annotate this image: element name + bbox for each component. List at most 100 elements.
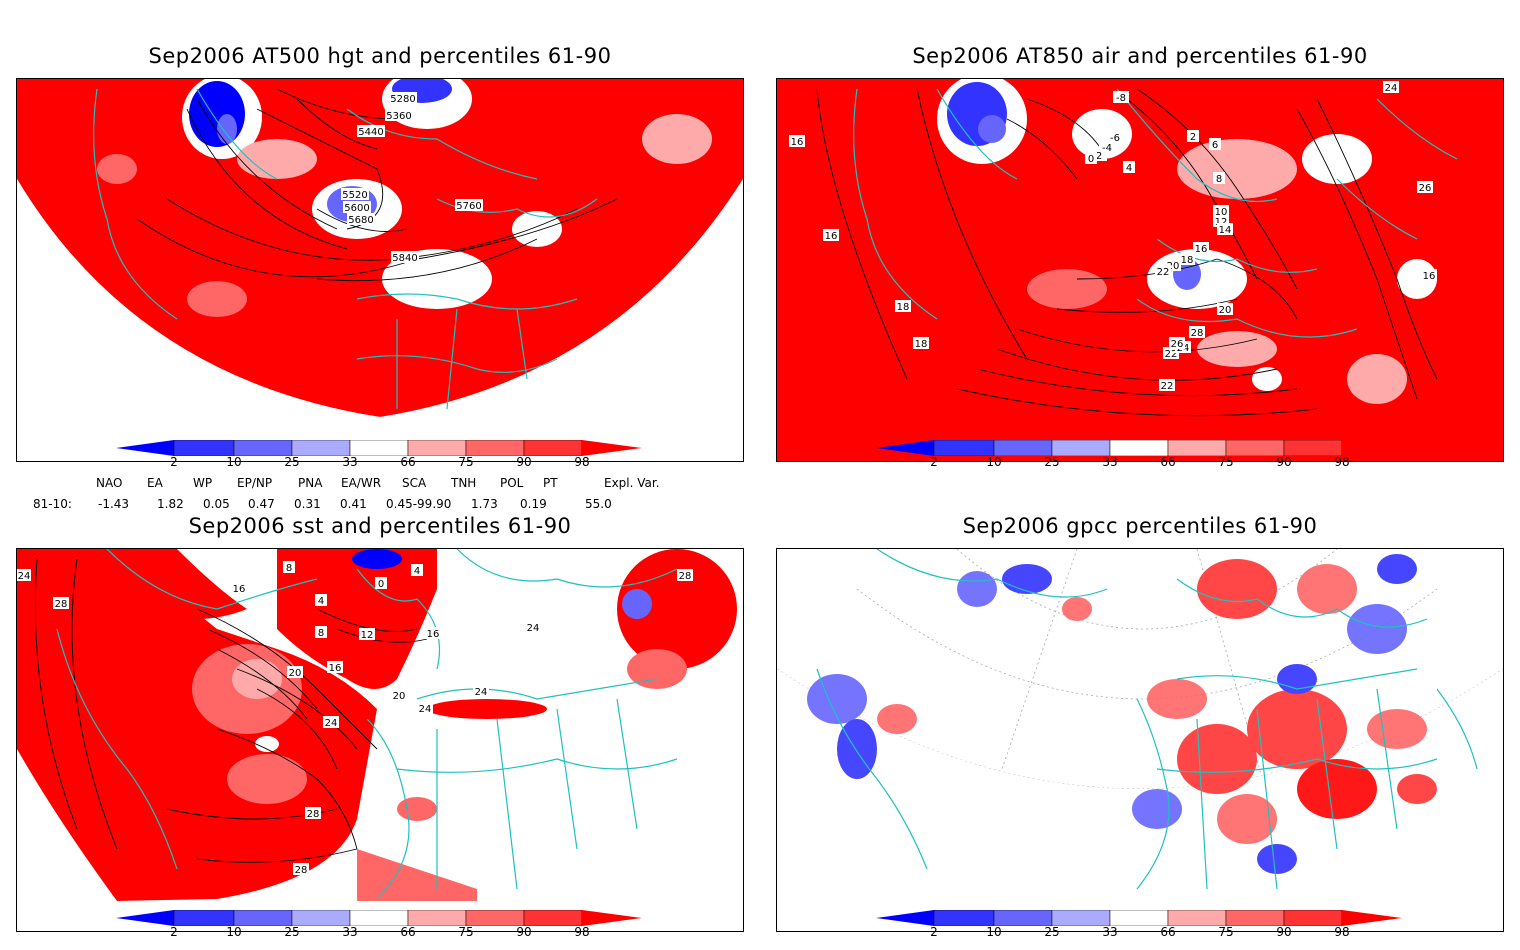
index-header-ea: EA xyxy=(147,476,163,490)
map-gpcc xyxy=(777,549,1503,901)
contour-label: 20 xyxy=(289,668,302,679)
contour-label: -6 xyxy=(1110,133,1120,144)
colorbar-label: 75 xyxy=(458,455,474,469)
colorbar-label: 25 xyxy=(1044,925,1060,939)
colorbar-label: 90 xyxy=(1276,925,1292,939)
contour-label: 28 xyxy=(295,865,308,876)
contour-label: 5280 xyxy=(390,94,415,105)
contour-label: 5760 xyxy=(456,201,481,212)
index-header-nao: NAO xyxy=(96,476,123,490)
index-row-label: 81-10: xyxy=(33,497,72,511)
index-header-eawr: EA/WR xyxy=(341,476,382,490)
panel-title-bl: Sep2006 sst and percentiles 61-90 xyxy=(188,514,572,538)
contour-label: 20 xyxy=(393,691,406,702)
map-panel-at850-air: 16 16 18 18 -8 -6 -4 2 0 2 4 6 8 10 12 1… xyxy=(776,78,1504,462)
colorbar-label: 2 xyxy=(930,455,938,469)
index-value-eawr: 0.41 xyxy=(340,497,367,511)
colorbar-label: 33 xyxy=(342,455,358,469)
index-header-explvar: Expl. Var. xyxy=(604,476,660,490)
colorbar-tr: 2 10 25 33 66 75 90 98 xyxy=(876,440,1406,480)
colorbar-label: 25 xyxy=(284,455,300,469)
colorbar-label: 98 xyxy=(1334,925,1350,939)
colorbar-label: 33 xyxy=(1102,455,1118,469)
contour-label: 16 xyxy=(1423,271,1436,282)
colorbar-swatches xyxy=(116,440,642,456)
contour-label: 14 xyxy=(1219,225,1232,236)
contour-labels-tl: 5280 5360 5440 5520 5600 5680 5760 5840 xyxy=(341,92,483,264)
index-value-tnh: 1.73 xyxy=(471,497,498,511)
contour-label: 20 xyxy=(1219,305,1232,316)
contour-label: 5440 xyxy=(358,127,383,138)
colorbar-label: 10 xyxy=(226,925,242,939)
index-header-pol: POL xyxy=(500,476,524,490)
colorbar-label: 98 xyxy=(574,925,590,939)
index-value-epnp: 0.47 xyxy=(248,497,275,511)
panel-title-tl: Sep2006 AT500 hgt and percentiles 61-90 xyxy=(148,44,612,68)
index-header-wp: WP xyxy=(193,476,213,490)
index-value-ea: 1.82 xyxy=(157,497,184,511)
colorbar-label: 75 xyxy=(1218,925,1234,939)
index-value-nao: -1.43 xyxy=(98,497,130,511)
colorbar-label: 33 xyxy=(1102,925,1118,939)
index-header-epnp: EP/NP xyxy=(237,476,273,490)
contour-label: 6 xyxy=(1212,140,1218,151)
contour-label: 5600 xyxy=(344,203,369,214)
map-at500: 5280 5360 5440 5520 5600 5680 5760 5840 xyxy=(17,79,743,461)
colorbar-label: 10 xyxy=(986,925,1002,939)
contour-label: 5680 xyxy=(348,215,373,226)
contour-label: 26 xyxy=(1171,339,1184,350)
contour-label: 0 xyxy=(378,579,384,590)
contour-label: 16 xyxy=(329,663,342,674)
contour-label: 24 xyxy=(475,687,488,698)
colorbar-label: 66 xyxy=(400,455,416,469)
contour-label: 0 xyxy=(1088,154,1094,165)
contour-label: 24 xyxy=(1385,83,1398,94)
colorbar-br: 2 10 25 33 66 75 90 98 xyxy=(876,910,1406,950)
index-value-wp: 0.05 xyxy=(203,497,230,511)
map-panel-sst: 24 28 16 8 4 0 4 8 12 16 20 24 28 28 16 … xyxy=(16,548,744,932)
colorbar-label: 66 xyxy=(400,925,416,939)
map-sst: 24 28 16 8 4 0 4 8 12 16 20 24 28 28 16 … xyxy=(17,549,743,901)
contour-label: 2 xyxy=(1096,151,1102,162)
contour-label: 16 xyxy=(427,629,440,640)
contour-label: 10 xyxy=(1215,207,1228,218)
colorbar-label: 90 xyxy=(516,925,532,939)
contour-label: 28 xyxy=(307,809,320,820)
index-header-pt: PT xyxy=(543,476,558,490)
index-header-tnh: TNH xyxy=(451,476,477,490)
contour-label: 2 xyxy=(1190,132,1196,143)
contour-label: 28 xyxy=(679,571,692,582)
contour-label: 16 xyxy=(1195,244,1208,255)
contour-label: 5360 xyxy=(386,111,411,122)
colorbar-swatches xyxy=(116,910,642,926)
colorbar-label: 10 xyxy=(226,455,242,469)
colorbar-label: 75 xyxy=(1218,455,1234,469)
contour-label: 18 xyxy=(1181,255,1194,266)
colorbar-label: 2 xyxy=(170,925,178,939)
colorbar-label: 90 xyxy=(1276,455,1292,469)
index-header-sca: SCA xyxy=(402,476,427,490)
colorbar-label: 25 xyxy=(284,925,300,939)
contour-labels-tr: 16 16 18 18 -8 -6 -4 2 0 2 4 6 8 10 12 1… xyxy=(789,81,1437,392)
contour-label: 22 xyxy=(1157,267,1170,278)
contour-label: 4 xyxy=(414,566,420,577)
contour-label: 4 xyxy=(1126,163,1132,174)
panel-title-br: Sep2006 gpcc percentiles 61-90 xyxy=(962,514,1318,538)
contour-labels-bl: 24 28 16 8 4 0 4 8 12 16 20 24 28 28 16 … xyxy=(17,561,693,876)
colorbar-label: 33 xyxy=(342,925,358,939)
contour-label: 24 xyxy=(325,718,338,729)
contour-label: 16 xyxy=(791,137,804,148)
contour-label: 24 xyxy=(18,571,31,582)
contour-label: 5520 xyxy=(342,190,367,201)
contour-label: 12 xyxy=(361,630,374,641)
contour-label: 24 xyxy=(419,704,432,715)
contour-label: 16 xyxy=(825,231,838,242)
panel-title-tr: Sep2006 AT850 air and percentiles 61-90 xyxy=(912,44,1368,68)
contour-label: 24 xyxy=(527,623,540,634)
map-panel-at500-hgt: 5280 5360 5440 5520 5600 5680 5760 5840 xyxy=(16,78,744,462)
contour-label: 26 xyxy=(1419,183,1432,194)
contour-label: 8 xyxy=(318,628,324,639)
colorbar-bl: 2 10 25 33 66 75 90 98 xyxy=(116,910,646,950)
colorbar-label: 10 xyxy=(986,455,1002,469)
colorbar-label: 2 xyxy=(170,455,178,469)
